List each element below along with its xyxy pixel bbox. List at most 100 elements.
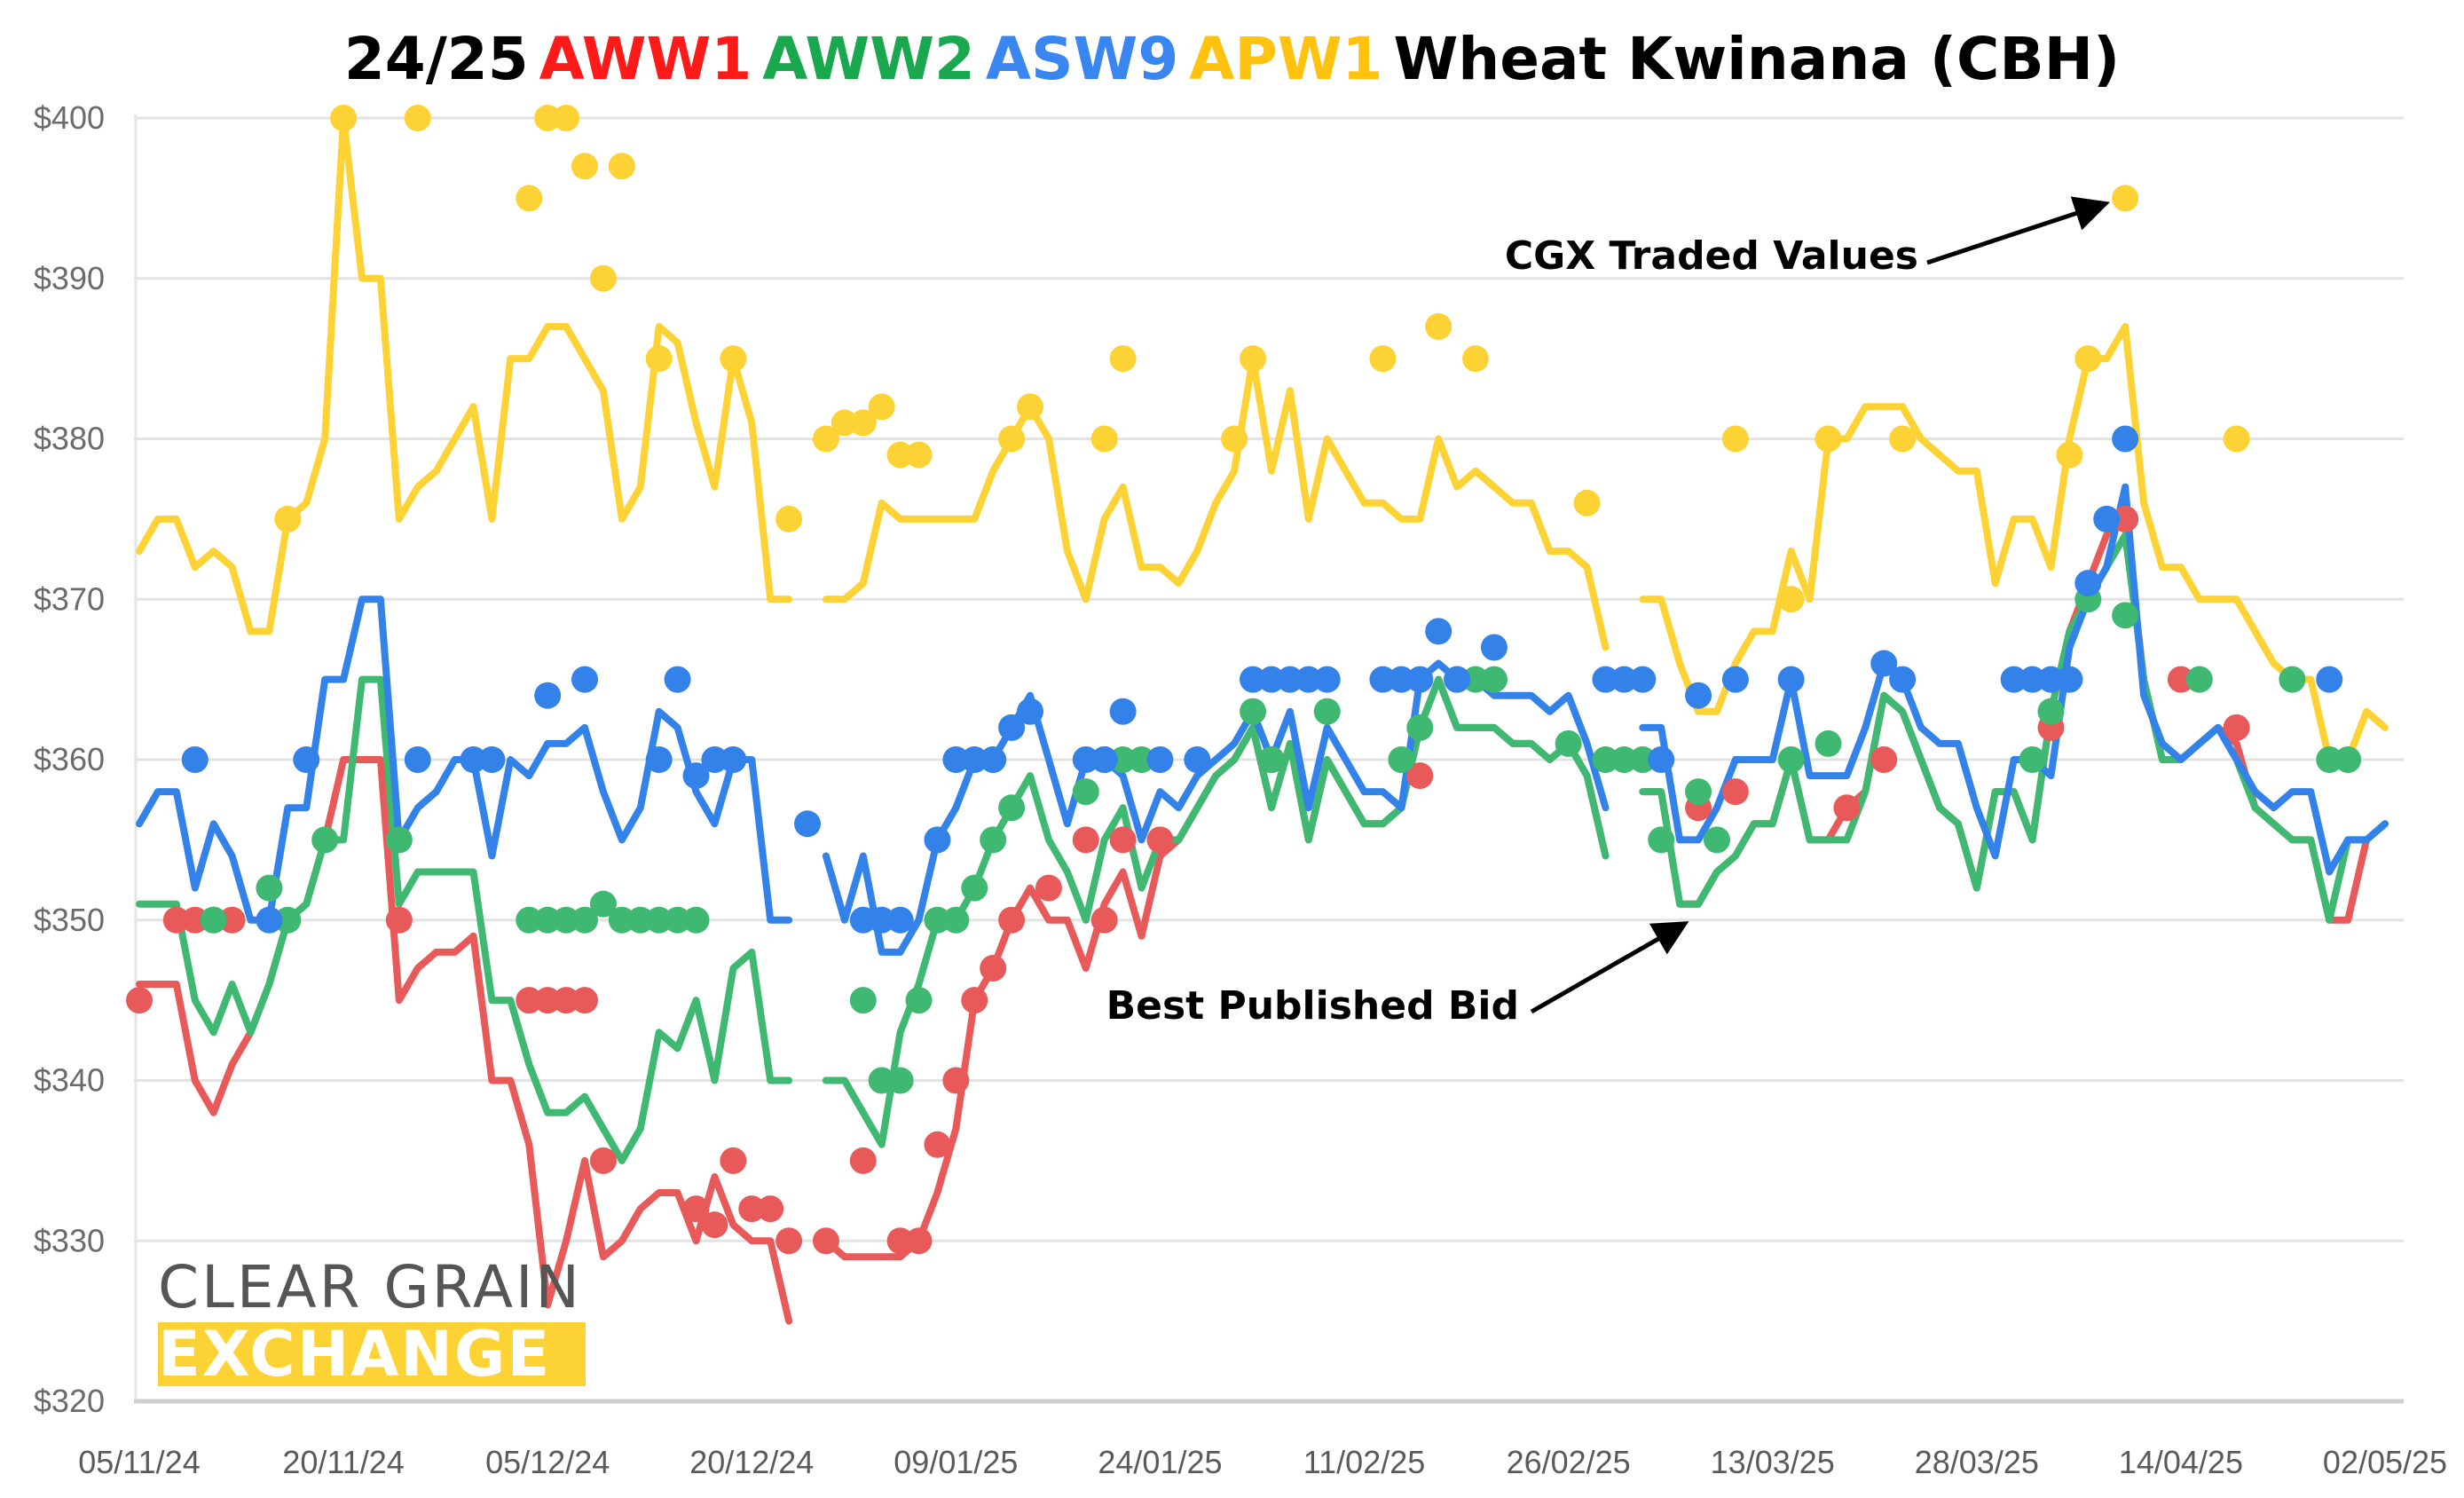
traded-dot-aww1 bbox=[738, 1195, 766, 1223]
x-tick-label: 13/03/25 bbox=[1711, 1444, 1835, 1480]
traded-dot-asw9 bbox=[256, 906, 283, 934]
traded-dot-asw9 bbox=[460, 746, 487, 773]
traded-dot-asw9 bbox=[886, 906, 914, 934]
traded-dot-asw9 bbox=[571, 666, 599, 693]
traded-dot-aww2 bbox=[942, 906, 970, 934]
logo-line1: CLEAR GRAIN bbox=[158, 1253, 582, 1321]
traded-dot-aww2 bbox=[2112, 602, 2139, 629]
traded-dot-aww2 bbox=[1240, 698, 1267, 725]
traded-dot-asw9 bbox=[1777, 666, 1805, 693]
x-tick-label: 24/01/25 bbox=[1098, 1444, 1222, 1480]
traded-dot-asw9 bbox=[1276, 666, 1303, 693]
traded-dot-asw9 bbox=[794, 810, 822, 838]
traded-dot-aww2 bbox=[1777, 746, 1805, 773]
traded-dot-apw1 bbox=[2112, 185, 2139, 212]
traded-dot-asw9 bbox=[1870, 650, 1898, 677]
traded-dot-asw9 bbox=[1629, 666, 1657, 693]
series-lines bbox=[136, 114, 2389, 1325]
traded-dot-aww2 bbox=[1257, 746, 1285, 773]
x-tick-label: 26/02/25 bbox=[1507, 1444, 1631, 1480]
traded-dot-asw9 bbox=[1369, 666, 1397, 693]
traded-dot-asw9 bbox=[924, 826, 951, 854]
y-tick-label: $360 bbox=[34, 741, 105, 777]
traded-dot-aww1 bbox=[701, 1211, 728, 1239]
traded-dot-aww1 bbox=[942, 1067, 970, 1094]
traded-dot-aww1 bbox=[1146, 826, 1174, 854]
traded-dot-apw1 bbox=[868, 393, 895, 421]
traded-dot-asw9 bbox=[1388, 666, 1415, 693]
traded-dot-asw9 bbox=[682, 762, 710, 790]
traded-dot-asw9 bbox=[1146, 746, 1174, 773]
y-tick-label: $340 bbox=[34, 1062, 105, 1099]
line-aww2 bbox=[1639, 532, 2389, 924]
title-season: 24/25 bbox=[343, 25, 529, 93]
traded-dot-aww1 bbox=[553, 987, 580, 1014]
x-tick-label: 11/02/25 bbox=[1303, 1444, 1425, 1480]
x-tick-label: 20/11/24 bbox=[282, 1444, 404, 1480]
x-tick-label: 09/01/25 bbox=[893, 1444, 1018, 1480]
traded-dot-aww2 bbox=[645, 906, 673, 934]
traded-dot-aww1 bbox=[720, 1147, 747, 1174]
traded-dot-apw1 bbox=[1721, 425, 1749, 453]
traded-dot-apw1 bbox=[553, 105, 580, 131]
traded-dot-apw1 bbox=[1109, 345, 1137, 373]
x-tick-label: 28/03/25 bbox=[1915, 1444, 2039, 1480]
traded-dot-asw9 bbox=[720, 746, 747, 773]
traded-dot-aww2 bbox=[2037, 698, 2065, 725]
traded-dot-aww1 bbox=[1833, 794, 1861, 822]
x-tick-label: 05/12/24 bbox=[485, 1444, 610, 1480]
traded-dot-aww1 bbox=[126, 987, 153, 1014]
x-tick-label: 14/04/25 bbox=[2119, 1444, 2243, 1480]
traded-dot-aww1 bbox=[812, 1227, 839, 1255]
traded-dot-apw1 bbox=[1240, 345, 1267, 373]
traded-dot-apw1 bbox=[1889, 425, 1917, 453]
traded-dot-asw9 bbox=[1592, 666, 1619, 693]
traded-dot-asw9 bbox=[1610, 666, 1638, 693]
traded-dot-asw9 bbox=[998, 714, 1026, 741]
traded-dot-asw9 bbox=[1406, 666, 1434, 693]
y-tick-label: $380 bbox=[34, 421, 105, 457]
traded-dot-aww2 bbox=[2316, 746, 2343, 773]
traded-dot-aww2 bbox=[961, 874, 988, 902]
traded-dot-aww2 bbox=[1109, 746, 1137, 773]
traded-dot-apw1 bbox=[608, 153, 635, 180]
traded-dot-asw9 bbox=[645, 746, 673, 773]
traded-dot-aww2 bbox=[1555, 729, 1582, 757]
traded-dot-asw9 bbox=[404, 746, 431, 773]
traded-dot-asw9 bbox=[942, 746, 970, 773]
traded-dot-apw1 bbox=[589, 264, 617, 292]
traded-dot-aww2 bbox=[2019, 746, 2046, 773]
traded-dot-asw9 bbox=[2037, 666, 2065, 693]
line-aww1 bbox=[1639, 515, 2371, 924]
traded-dot-aww2 bbox=[868, 1067, 895, 1094]
traded-dot-apw1 bbox=[534, 105, 562, 131]
traded-dot-aww1 bbox=[385, 906, 413, 934]
y-tick-label: $330 bbox=[34, 1222, 105, 1258]
traded-dot-apw1 bbox=[330, 105, 358, 131]
traded-dot-apw1 bbox=[1017, 393, 1044, 421]
traded-dot-aww1 bbox=[534, 987, 562, 1014]
traded-dot-asw9 bbox=[1313, 666, 1341, 693]
logo-line2: EXCHANGE bbox=[158, 1322, 586, 1386]
traded-dot-apw1 bbox=[571, 153, 599, 180]
traded-dot-aww2 bbox=[1629, 746, 1657, 773]
traded-dot-apw1 bbox=[1777, 586, 1805, 613]
y-tick-label: $350 bbox=[34, 902, 105, 938]
traded-dot-apw1 bbox=[2074, 345, 2102, 373]
traded-dot-aww2 bbox=[664, 906, 691, 934]
x-tick-label: 20/12/24 bbox=[689, 1444, 814, 1480]
traded-dot-aww1 bbox=[589, 1147, 617, 1174]
traded-dot-aww2 bbox=[311, 826, 339, 854]
traded-dot-apw1 bbox=[775, 505, 803, 532]
traded-dot-aww1 bbox=[1090, 906, 1118, 934]
traded-dot-asw9 bbox=[1017, 698, 1044, 725]
traded-dot-apw1 bbox=[720, 345, 747, 373]
traded-dot-apw1 bbox=[516, 185, 543, 212]
y-tick-label: $370 bbox=[34, 580, 105, 617]
traded-dot-asw9 bbox=[293, 746, 320, 773]
traded-dot-aww2 bbox=[516, 906, 543, 934]
line-aww1 bbox=[136, 756, 793, 1325]
traded-dot-apw1 bbox=[1090, 425, 1118, 453]
traded-dot-aww1 bbox=[218, 906, 246, 934]
traded-dot-apw1 bbox=[2056, 441, 2083, 469]
